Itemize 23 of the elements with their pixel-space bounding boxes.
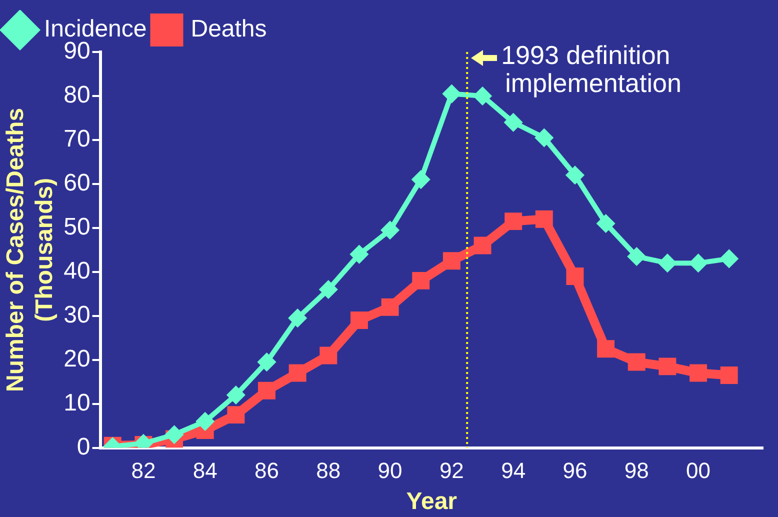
y-tick-label: 30 xyxy=(64,301,90,328)
x-tick-label: 98 xyxy=(624,458,649,484)
x-tick-label: 90 xyxy=(378,458,402,484)
y-tick-label: 50 xyxy=(64,214,90,241)
y-tick-label: 40 xyxy=(64,258,90,285)
y-tick-label: 20 xyxy=(64,345,90,372)
legend-label: Deaths xyxy=(190,16,267,43)
x-axis-title: Year xyxy=(406,488,458,516)
x-tick-label: 86 xyxy=(254,458,279,484)
x-tick-label: 82 xyxy=(131,458,156,484)
x-tick-label: 84 xyxy=(192,458,218,484)
y-tick-label: 0 xyxy=(76,433,90,460)
y-tick-label: 80 xyxy=(64,82,90,109)
ref-line-label: 1993 definition implementation xyxy=(501,40,682,98)
x-tick-label: 94 xyxy=(501,458,526,484)
y-tick-label: 70 xyxy=(64,126,90,153)
y-axis-title: Number of Cases/Deaths (Thousands) xyxy=(2,108,58,392)
y-tick-label: 60 xyxy=(64,170,90,197)
x-tick-label: 00 xyxy=(686,458,711,484)
x-tick-label: 92 xyxy=(439,458,464,484)
x-tick-label: 88 xyxy=(316,458,341,484)
y-tick-label: 10 xyxy=(64,389,90,416)
x-tick-label: 96 xyxy=(562,458,588,484)
